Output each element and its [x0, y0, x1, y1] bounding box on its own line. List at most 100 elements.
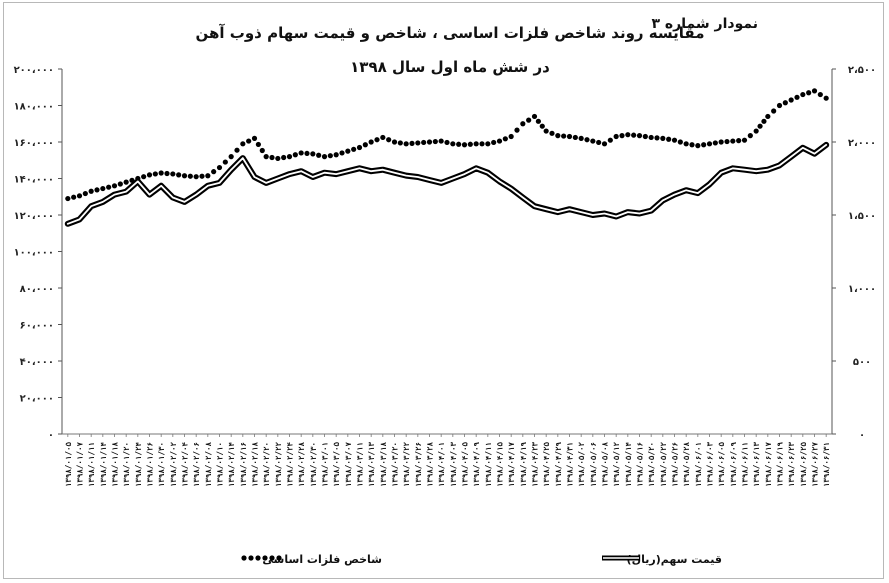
base-metals-dot: [619, 133, 625, 139]
legend-label-share-price: قیمت سهم(ریال): [627, 553, 722, 566]
base-metals-point: [146, 172, 153, 178]
x-tick-label: ۱۳۹۸/۰۵/۱۶: [636, 442, 645, 487]
base-metals-point: [461, 142, 468, 148]
share-price-point: [160, 185, 162, 187]
share-price-point: [627, 211, 629, 213]
x-tick-label: ۱۳۹۸/۰۳/۱۸: [379, 442, 388, 488]
base-metals-dot: [491, 139, 497, 146]
share-price-point: [67, 223, 69, 225]
right-tick-label: ۵۰۰: [853, 357, 871, 368]
base-metals-point: [823, 95, 829, 101]
left-tick-label: ۶۰،۰۰۰: [20, 321, 54, 332]
base-metals-dot: [82, 190, 88, 197]
base-metals-point: [765, 113, 771, 120]
left-tick-label: ۰: [48, 430, 54, 441]
x-tick-label: ۱۳۹۸/۰۴/۰۹: [472, 442, 481, 488]
x-tick-label: ۱۳۹۸/۰۴/۱۵: [496, 442, 505, 488]
base-metals-dot: [141, 174, 147, 180]
legend-dot: [241, 555, 247, 561]
base-metals-point: [380, 134, 386, 141]
base-metals-dot: [782, 100, 788, 106]
x-tick-label: ۱۳۹۸/۰۳/۲۰: [391, 442, 400, 487]
base-metals-point: [636, 133, 643, 139]
base-metals-dot: [222, 159, 228, 165]
share-price-point: [218, 182, 221, 184]
base-metals-dot: [176, 172, 182, 178]
base-metals-dot: [584, 137, 590, 143]
base-metals-dot: [152, 171, 158, 177]
share-price-point: [207, 185, 209, 187]
x-tick-label: ۱۳۹۸/۰۲/۱۴: [227, 442, 236, 488]
share-price-point: [802, 147, 804, 149]
legend-dot: [255, 555, 261, 561]
base-metals-point: [368, 139, 374, 145]
x-tick-label: ۱۳۹۸/۰۴/۰۳: [449, 442, 458, 488]
base-metals-dot: [596, 139, 602, 146]
x-tick-label: ۱۳۹۸/۰۶/۱۹: [776, 442, 785, 488]
chart-title-line2: در شش ماه اول سال ۱۳۹۸: [350, 58, 550, 76]
x-tick-label: ۱۳۹۸/۰۴/۱۱: [484, 442, 493, 487]
x-tick-label: ۱۳۹۸/۰۴/۰۱: [437, 442, 446, 487]
base-metals-point: [625, 132, 631, 138]
base-metals-dot: [421, 139, 427, 146]
x-tick-label: ۱۳۹۸/۰۱/۲۰: [122, 442, 131, 487]
base-metals-dot: [351, 146, 357, 152]
x-tick-label: ۱۳۹۸/۰۱/۱۱: [87, 442, 96, 487]
share-price-point: [545, 208, 547, 210]
x-tick-label: ۱۳۹۸/۰۲/۰۴: [181, 442, 190, 488]
legend-label-base-metals: شاخص فلزات اساسی: [262, 553, 382, 566]
base-metals-dot: [255, 141, 261, 148]
share-price-point: [638, 212, 641, 215]
x-tick-label: ۱۳۹۸/۰۶/۲۳: [787, 442, 796, 488]
base-metals-dot: [456, 141, 462, 147]
share-price-point: [148, 193, 151, 196]
base-metals-dot: [642, 133, 648, 140]
x-tick-label: ۱۳۹۸/۰۴/۱۹: [519, 442, 528, 488]
base-metals-point: [275, 155, 281, 162]
share-price-point: [533, 205, 536, 207]
base-metals-dot: [339, 150, 345, 156]
legend-dot: [276, 555, 282, 561]
base-metals-dot: [316, 152, 322, 158]
share-price-point: [522, 196, 524, 199]
base-metals-dot: [514, 127, 520, 133]
base-metals-dot: [281, 154, 287, 161]
x-tick-label: ۱۳۹۸/۰۶/۳۱: [822, 442, 831, 487]
base-metals-dot: [806, 90, 812, 96]
x-tick-label: ۱۳۹۸/۰۶/۰۱: [694, 442, 703, 487]
base-metals-dot: [211, 169, 217, 175]
series-share-price-inner: [66, 144, 828, 225]
base-metals-point: [578, 135, 584, 141]
base-metals-point: [333, 152, 339, 158]
share-price-point: [720, 172, 722, 174]
share-price-point: [242, 157, 244, 159]
base-metals-point: [811, 88, 818, 94]
series-layer: [64, 88, 830, 227]
base-metals-point: [601, 141, 608, 147]
share-price-point: [277, 177, 279, 180]
left-tick-label: ۱۴۰،۰۰۰: [14, 175, 54, 186]
base-metals-dot: [572, 134, 578, 141]
base-metals-dot: [397, 140, 403, 146]
base-metals-dot: [724, 138, 730, 145]
share-price-point: [78, 218, 81, 220]
x-tick-label: ۱۳۹۸/۰۱/۰۵: [64, 442, 73, 488]
base-metals-point: [566, 133, 573, 140]
x-tick-label: ۱۳۹۸/۰۵/۲۰: [647, 442, 656, 487]
share-price-point: [335, 173, 337, 175]
base-metals-dot: [666, 136, 672, 142]
left-tick-label: ۱۸۰،۰۰۰: [14, 102, 54, 113]
legend-item-share-price: قیمت سهم(ریال): [602, 553, 722, 566]
share-price-point: [557, 211, 559, 213]
x-tick-label: ۱۳۹۸/۰۳/۰۵: [332, 442, 341, 488]
left-tick-label: ۲۰،۰۰۰: [20, 394, 54, 405]
share-price-point: [347, 170, 349, 172]
base-metals-point: [508, 133, 514, 140]
base-metals-point: [496, 138, 503, 144]
share-price-point: [452, 177, 454, 180]
share-price-point: [685, 189, 687, 191]
base-metals-point: [450, 141, 456, 147]
base-metals-point: [660, 135, 666, 141]
share-price-point: [253, 176, 256, 178]
